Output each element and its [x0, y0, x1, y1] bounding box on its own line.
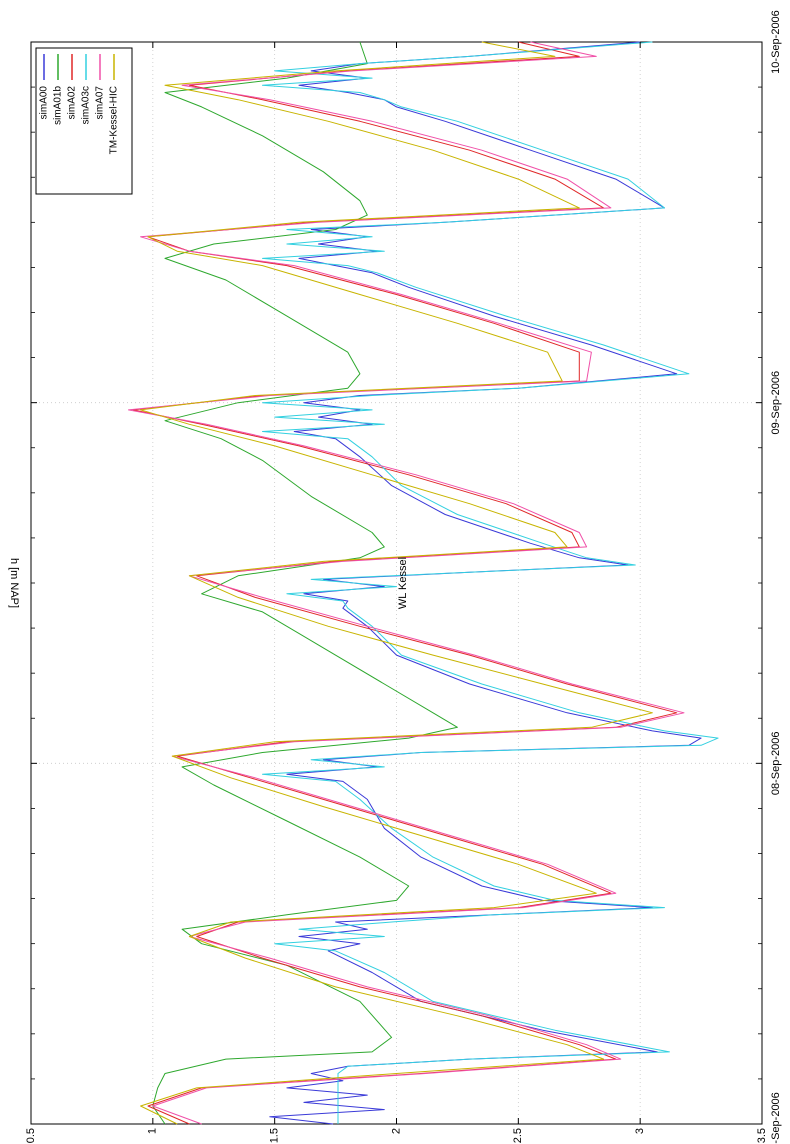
- h-tick-label: 3.5: [756, 1128, 768, 1143]
- series-line-tm-kessel-hic: [140, 41, 653, 1125]
- legend-box: [35, 47, 133, 195]
- date-tick-label: 08-Sep-2006: [770, 732, 782, 796]
- series-layer: [128, 41, 719, 1125]
- legend: simA00 simA01b simA02 simA03c simA07 TM-Kesse…: [35, 47, 133, 195]
- grid: [31, 42, 762, 1124]
- h-tick-label: 0.5: [25, 1128, 37, 1143]
- legend-entry: simA00: [39, 86, 50, 120]
- series-line-sima07: [128, 41, 685, 1125]
- series-line-sima03c: [262, 41, 719, 1124]
- h-tick-label: 2.5: [512, 1128, 524, 1143]
- h-tick-label: 1: [147, 1128, 159, 1134]
- y-axis-label: h [m NAP]: [8, 558, 20, 608]
- legend-entry: simA07: [95, 86, 106, 120]
- legend-entry: TM-Kessel-HIC: [109, 86, 120, 154]
- h-tick-label: 2: [390, 1128, 402, 1134]
- legend-entry: simA01b: [53, 86, 64, 125]
- series-line-sima00: [269, 41, 702, 1125]
- h-tick-label: 3: [634, 1128, 646, 1134]
- date-tick-label: 10-Sep-2006: [770, 10, 782, 74]
- date-tick-label: 09-Sep-2006: [770, 371, 782, 435]
- date-tick-label: 07-Sep-2006: [770, 1092, 782, 1144]
- ticks: 0.5 1 1.5 2 2.5 3 3.5 07-Sep-2006 08-Sep-2006 09-…: [25, 10, 782, 1144]
- legend-entry: simA03c: [81, 86, 92, 124]
- chart-title: WL Kessel: [397, 557, 409, 609]
- h-tick-label: 1.5: [269, 1128, 281, 1143]
- legend-entry: simA02: [67, 86, 78, 120]
